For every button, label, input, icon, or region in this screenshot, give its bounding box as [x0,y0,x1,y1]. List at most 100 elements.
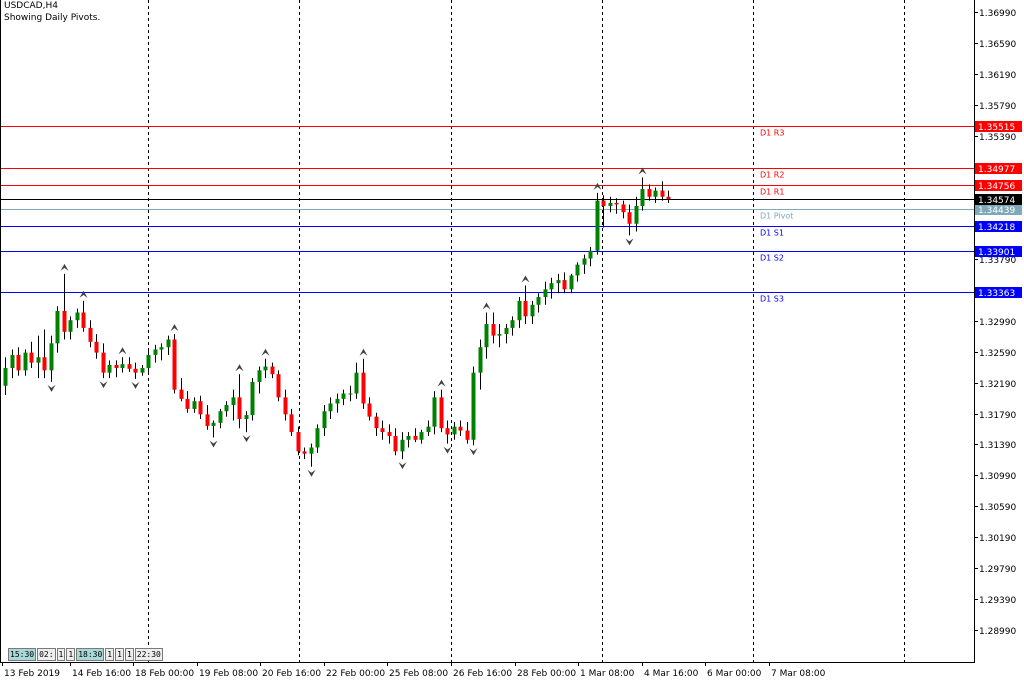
pivot-price-tag-label: 1.33901 [978,248,1015,258]
candle-body [107,364,112,373]
pivot-price-tag [975,204,1022,215]
candle-body [647,189,652,197]
price-tick-label: 1.36590 [979,40,1016,50]
candle-body [309,447,314,454]
candle-body [62,310,67,332]
candle-body [588,250,593,259]
candle-body [452,426,457,435]
candle-body [205,414,210,426]
candle-body [666,196,671,200]
candle-body [419,432,424,440]
candle-body [289,414,294,433]
pivot-label: D1 Pivot [760,212,793,221]
fractal-up-marker [593,182,602,190]
candle-body [614,202,619,205]
candle-body [29,352,34,363]
candle-body [361,372,366,404]
candle-body [231,397,236,406]
pivot-price-tag-label: 1.34218 [978,223,1015,233]
pivot-price-tag [975,246,1022,257]
pivot-price-tag [975,221,1022,232]
candle-body [23,352,28,371]
price-axis: 1.36990 1.36590 1.36190 1.35790 1.35390 1.349… [974,9,1016,637]
fractal-up-marker [359,348,368,356]
time-tick-label: 19 Feb 08:00 [199,669,258,679]
fractal-up-marker [60,263,69,271]
candle-body [497,334,502,336]
price-tick-label: 1.32990 [979,318,1016,328]
candle-body [42,357,47,371]
time-tick-label: 13 Feb 2019 [4,669,60,679]
time-tick-label: 22 Feb 00:00 [326,669,385,679]
fractal-down-marker [398,462,407,470]
pivot-price-tag-label: 1.34977 [978,165,1015,175]
candle-body [94,341,99,353]
timeframe-marker[interactable]: 1 [124,648,134,661]
candle-body [367,403,372,417]
pivot-label: D1 S2 [760,254,784,263]
price-tick-label: 1.28990 [979,627,1016,637]
price-tick-label: 1.32190 [979,380,1016,390]
time-tick-label: 20 Feb 16:00 [262,669,321,679]
candle-body [465,430,470,440]
fractal-down-marker [99,381,108,389]
price-tick-label: 1.29390 [979,596,1016,606]
timeframe-marker[interactable]: 1 [115,648,124,661]
timeframe-marker[interactable]: 1 [105,648,115,661]
fractal-down-marker [625,238,634,246]
fractal-down-marker [469,448,478,456]
candle-body [549,283,554,290]
timeframe-marker[interactable]: 02: [37,648,56,661]
price-tick-label: 1.30990 [979,472,1016,482]
time-tick-label: 28 Feb 00:00 [517,669,576,679]
price-tick-label: 1.29790 [979,565,1016,575]
candle-body [335,398,340,404]
timeframe-marker[interactable]: 18:30 [76,648,105,661]
period-separators [148,0,905,662]
timeframe-marker[interactable]: 1 [56,648,66,661]
candle-body [55,310,60,344]
fractal-up-marker [170,324,179,332]
candle-body [504,327,509,335]
price-tick-label: 1.31390 [979,441,1016,451]
time-axis: 13 Feb 2019 14 Feb 16:00 18 Feb 00:00 19 Fe… [2,662,826,679]
candle-body [10,354,15,369]
time-tick-label: 25 Feb 08:00 [389,669,448,679]
fractal-markers [47,167,647,477]
candle-body [192,401,197,409]
fractal-down-marker [443,446,452,454]
candle-body [341,393,346,399]
candle-body [166,339,171,348]
pivot-levels: D1 R3 D1 R2 D1 R1 D1 Pivot D1 S1 D1 S2 D1 S3 [0,126,974,304]
fractal-down-marker [209,440,218,448]
candle-body [185,398,190,409]
candle-body [127,364,132,369]
fractal-up-marker [437,379,446,387]
price-tick-label: 1.32590 [979,349,1016,359]
price-tick-label: 1.31790 [979,411,1016,421]
candle-body [276,374,281,398]
pivot-price-tag-label: 1.34439 [978,206,1015,216]
candle-body [140,368,145,373]
candle-body [250,381,255,416]
time-tick-label: 18 Feb 00:00 [135,669,194,679]
timeframe-marker[interactable]: 22:30 [134,648,163,661]
fractal-up-marker [235,364,244,372]
candle-body [263,366,268,371]
candle-body [621,204,626,213]
timeframe-marker[interactable]: 15:30 [8,648,37,661]
fractal-up-marker [482,302,491,310]
candle-body [458,426,463,431]
fractal-up-marker [638,167,647,175]
candle-body [348,393,353,395]
fractal-up-marker [261,348,270,356]
candle-body [627,212,632,224]
candle-body [68,320,73,332]
candle-body [523,300,528,317]
price-tick-label: 1.36990 [979,9,1016,19]
candle-body [380,428,385,433]
timeframe-marker[interactable]: 1 [66,648,76,661]
pivot-price-tag [975,163,1022,174]
pivot-price-tag-label: 1.33363 [978,289,1015,299]
